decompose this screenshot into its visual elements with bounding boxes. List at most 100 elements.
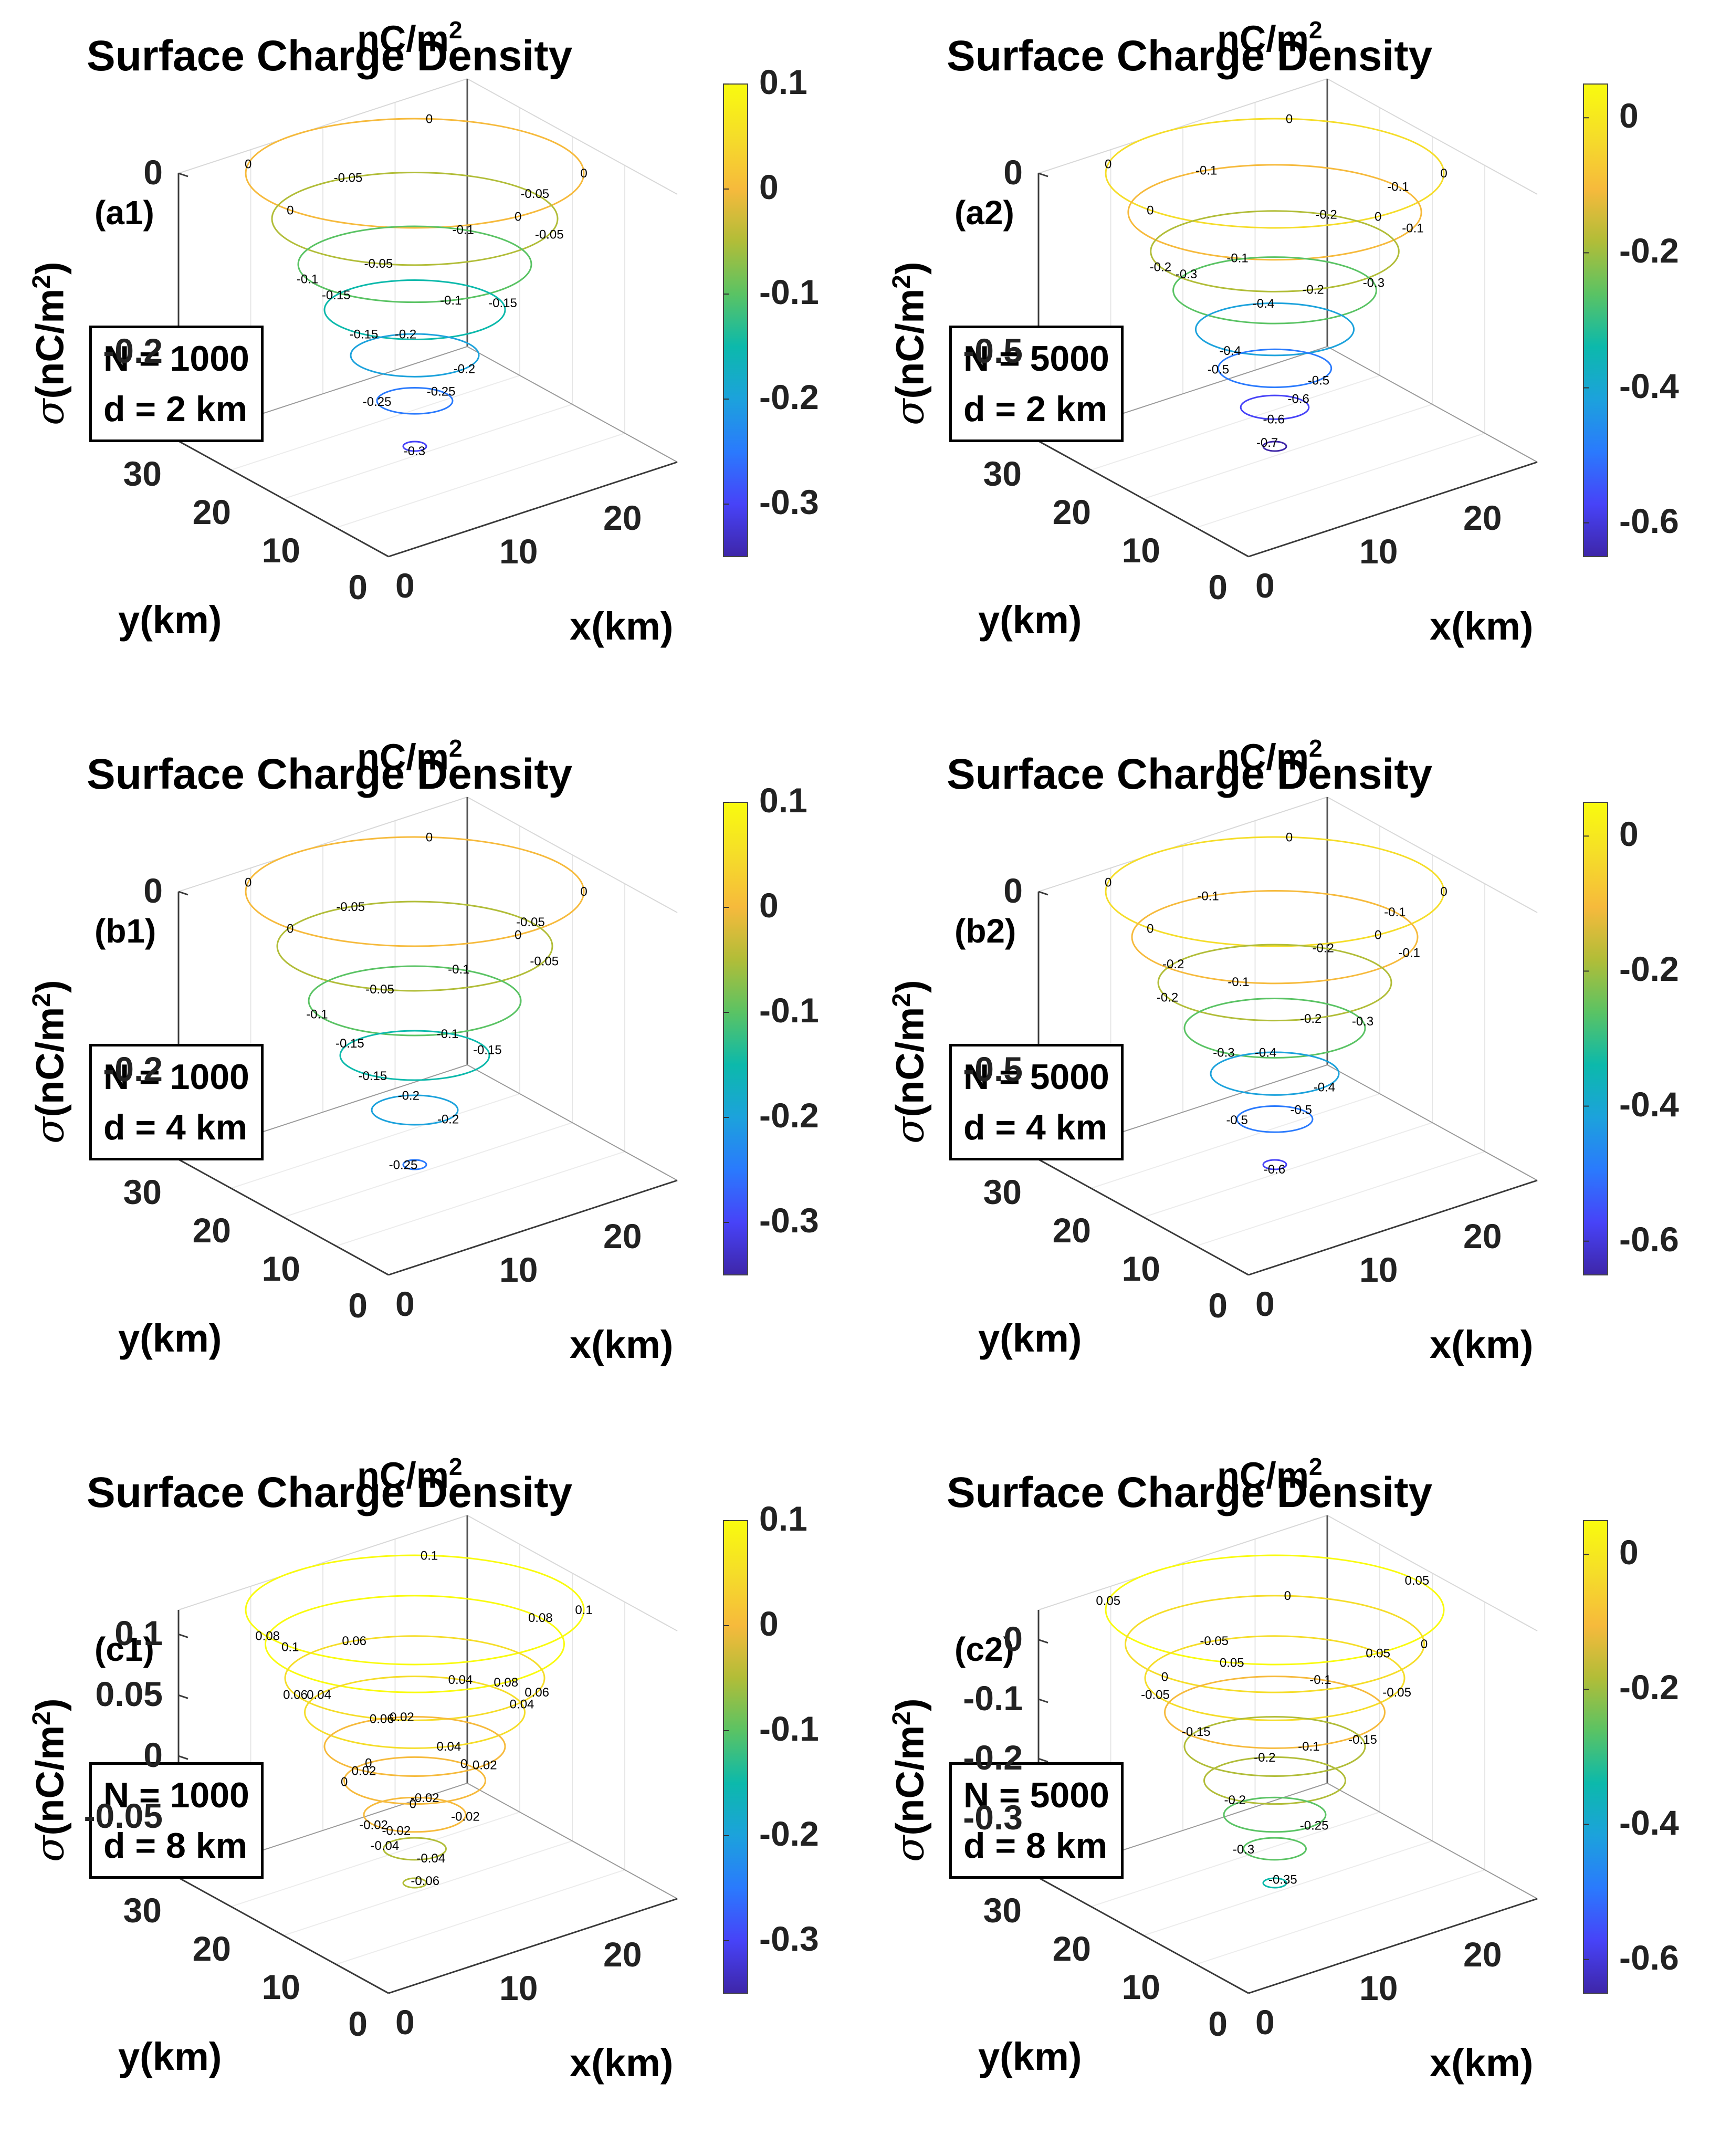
x-tick-label: 0 [395,2003,415,2042]
y-axis-line [178,1158,389,1276]
z-axis-close: ) [28,261,72,275]
z-axis-unit: (nC/m [28,1725,72,1836]
z-tick-label: 0.05 [95,1674,163,1714]
colorbar-tick-label: -0.2 [1619,949,1679,989]
z-axis-unit-sup: 2 [888,993,916,1007]
contour-label: 0.05 [1366,1646,1390,1660]
panel-label: (c1) [95,1630,154,1668]
info-line-n: N = 5000 [963,339,1109,379]
x-axis-title: x(km) [1430,604,1534,648]
contour-label: -0.5 [1290,1103,1312,1117]
y-tick-label: 0 [348,568,368,606]
contour-label: -0.05 [520,187,549,201]
z-axis-title: σ(nC/m2) [27,1698,73,1862]
info-line-d: d = 2 km [963,389,1108,429]
contour-label: -0.5 [1208,363,1229,377]
contour-line [383,1837,447,1861]
colorbar-unit-text: nC/m [1217,1454,1309,1496]
info-box: N = 1000 d = 8 km [89,1762,264,1879]
colorbar-bar [723,1520,748,1994]
y-tick-label: 10 [261,1967,300,2006]
colorbar-unit-sup: 2 [1309,16,1323,44]
y-axis-line [1038,1877,1249,1994]
contour-label: 0 [1421,1637,1428,1651]
contour-line [1131,890,1419,985]
x-tick-label: 10 [499,1250,538,1290]
contour-line [339,1030,490,1081]
colorbar-unit-text: nC/m [357,18,449,59]
contour-line [371,1094,459,1126]
contour-label: 0.05 [1220,1656,1244,1670]
info-box: N = 5000 d = 4 km [949,1044,1124,1160]
contour-line [1262,441,1287,452]
contour-label: -0.4 [1219,344,1241,358]
y-tick-label: 30 [983,1891,1022,1930]
contour-label: -0.3 [1233,1843,1254,1857]
z-axis-close: ) [888,980,932,993]
contour-label: -0.2 [1150,260,1171,275]
contour-label: -0.2 [1157,991,1178,1005]
x-axis-title: x(km) [570,604,674,648]
contour-label: -0.1 [1399,946,1420,960]
contour-line [1172,256,1377,325]
colorbar [1583,802,1608,1275]
contour-label: 0.04 [448,1673,473,1687]
grid-line [1090,375,1380,470]
contour-label: -0.2 [437,1113,459,1127]
y-tick-label: 30 [983,1173,1022,1212]
contour-label: -0.02 [382,1824,411,1838]
contour-label: -0.05 [535,227,564,242]
contour-label: -0.15 [359,1069,387,1083]
axis-edge [1327,1064,1538,1181]
y-tick-label: 20 [1052,493,1091,531]
contour-label: -0.4 [1314,1080,1335,1094]
x-axis-line [1248,1179,1538,1276]
contour-line [1127,164,1422,261]
axis-edge [1327,797,1538,913]
y-tick-label: 0 [1208,1286,1228,1325]
contour-line [323,1716,506,1777]
contour-label: 0 [1286,112,1293,126]
z-axis-title: σ(nC/m2) [27,261,73,425]
contour-line [1125,1595,1425,1693]
x-axis-title: x(km) [570,1323,674,1366]
contour-line [308,965,522,1037]
z-axis-close: ) [28,1698,72,1712]
y-tick-label: 30 [983,454,1022,494]
colorbar-bar [723,802,748,1275]
y-tick-label: 10 [1121,1249,1160,1288]
x-tick-label: 20 [1463,498,1502,537]
colorbar-unit: nC/m2 [357,734,463,778]
contour-line [245,118,585,229]
contour-label: 0 [580,885,587,899]
contour-series: 00000-0.05-0.05-0.05-0.05-0.1-0.1-0.1-0.… [245,830,588,1172]
z-tick-label: -0.2 [963,1738,1023,1777]
contour-line [1210,1051,1340,1096]
contour-line [1164,1676,1386,1749]
panel-label: (c2) [955,1630,1014,1668]
colorbar-tick-label: -0.2 [759,378,819,416]
z-axis-title: σ(nC/m2) [887,261,933,425]
colorbar-tick-label: -0.4 [1619,366,1679,405]
contour-label: -0.5 [1308,373,1329,388]
x-tick-label: 0 [395,566,415,605]
colorbar-tick-label: -0.1 [759,991,819,1030]
x-tick-label: 20 [603,498,642,537]
contour-label: 0 [1375,210,1381,224]
colorbar-unit-sup: 2 [449,16,463,44]
contour-label: -0.6 [1287,392,1309,406]
contour-label: 0.04 [510,1697,534,1711]
colorbar-unit-sup: 2 [449,1453,463,1480]
contour-line [1236,1105,1314,1133]
z-axis-close: ) [888,261,932,275]
contour-label: -0.1 [1402,222,1423,236]
plot-area: 00000-0.05-0.05-0.05-0.05-0.1-0.1-0.1-0.… [177,797,748,1276]
contour-label: -0.5 [1226,1113,1247,1127]
contour-label: 0.05 [1404,1574,1429,1588]
contour-line [1262,1159,1287,1170]
contour-label: -0.2 [395,327,416,341]
x-tick-label: 0 [1255,566,1275,605]
y-axis-title: y(km) [118,1316,222,1360]
y-tick-label: 10 [261,1249,300,1288]
